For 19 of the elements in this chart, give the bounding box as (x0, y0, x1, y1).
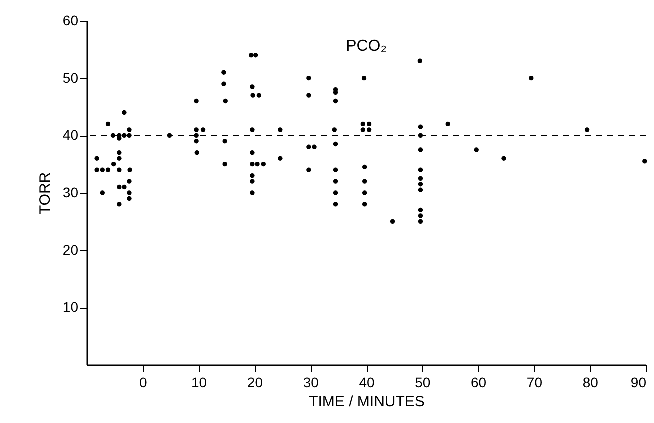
y-tick-label: 10 (62, 299, 79, 316)
x-tick-label: 60 (471, 374, 487, 390)
x-tick-label: 50 (415, 374, 431, 390)
x-tick-label: 10 (192, 374, 208, 390)
text: PCO₂ (346, 38, 387, 55)
x-tick-label: 80 (582, 374, 599, 390)
x-tick-label: 40 (359, 374, 375, 390)
x-axis-title: TIME / MINUTES (309, 394, 425, 410)
y-tick-label: 40 (62, 127, 79, 144)
x-tick-label: 20 (247, 374, 264, 390)
y-tick-label: 20 (62, 242, 79, 258)
y-tick-label: 60 (62, 12, 79, 28)
x-tick-label: 0 (140, 374, 148, 390)
y-tick-label: 30 (62, 184, 79, 200)
y-axis-title: TORR (36, 172, 54, 215)
x-tick-label: 70 (526, 374, 543, 390)
x-tick-label: 90 (630, 374, 647, 390)
x-tick-label: 30 (303, 374, 320, 390)
y-tick-label: 50 (62, 70, 79, 86)
